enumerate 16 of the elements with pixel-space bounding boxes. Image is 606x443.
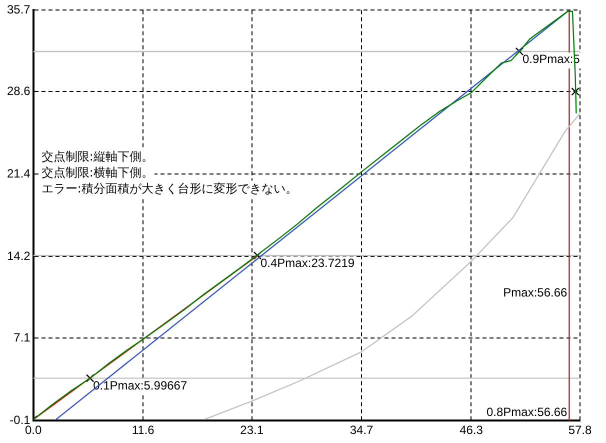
y-tick-label: 7.1 xyxy=(14,330,31,344)
annotation: エラー:積分面積が大きく台形に変形できない。 xyxy=(41,181,298,196)
ref-line-label: Pmax:56.66 xyxy=(503,285,568,300)
x-tick-label: 46.3 xyxy=(460,423,484,438)
annotation: 交点制限:横軸下側。 xyxy=(41,165,154,180)
x-tick-label: 34.7 xyxy=(350,423,374,438)
annotation: 0.4Pmax:23.7219 xyxy=(260,256,355,270)
y-tick-label: 14.2 xyxy=(6,248,31,263)
y-tick-label: 35.7 xyxy=(6,2,31,17)
x-tick-label: 23.1 xyxy=(240,423,264,438)
x-tick-label: 11.6 xyxy=(132,423,155,438)
y-tick-label: 21.4 xyxy=(6,166,31,180)
annotation: 0.8Pmax:56.66 xyxy=(486,404,568,419)
annotation: 交点制限:縦軸下側。 xyxy=(41,149,154,164)
y-tick-label: 28.6 xyxy=(6,84,31,98)
x-tick-label: 57.8 xyxy=(568,423,592,438)
